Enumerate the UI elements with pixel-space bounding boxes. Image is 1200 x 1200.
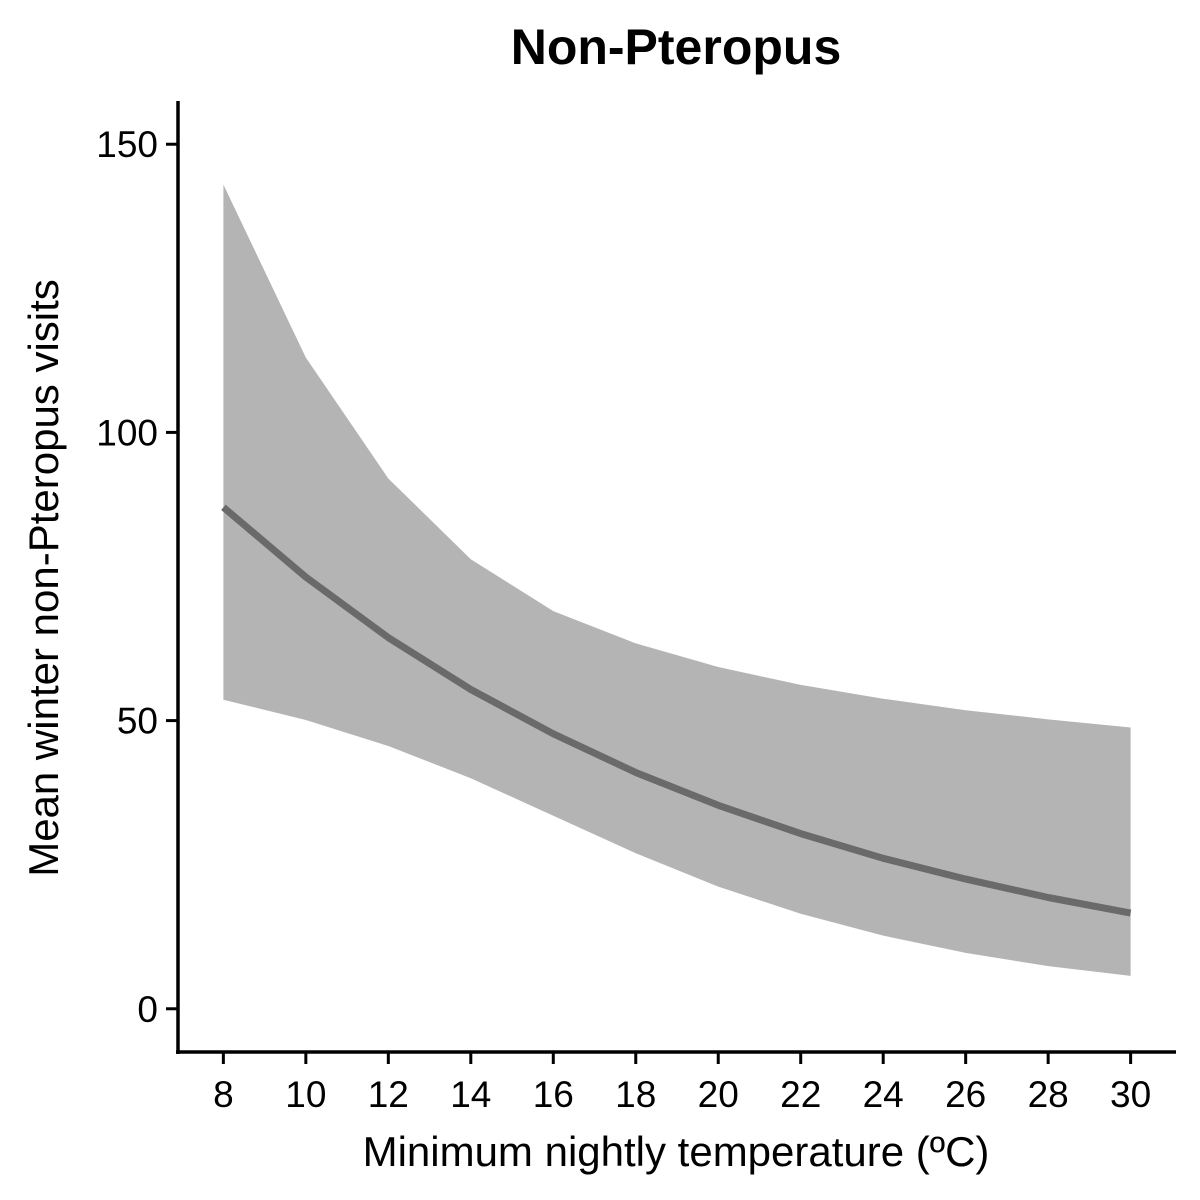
x-axis-label: Minimum nightly temperature (ºC) xyxy=(363,1128,990,1175)
x-tick-label: 26 xyxy=(945,1074,986,1115)
x-tick-label: 10 xyxy=(285,1074,326,1115)
x-tick-label: 12 xyxy=(368,1074,409,1115)
y-tick-label: 0 xyxy=(137,989,158,1030)
x-tick-label: 16 xyxy=(533,1074,574,1115)
chart-title: Non-Pteropus xyxy=(511,19,842,75)
x-tick-label: 18 xyxy=(615,1074,656,1115)
x-tick-label: 8 xyxy=(213,1074,234,1115)
x-axis-ticks: 8 10 12 14 16 18 20 22 24 26 28 30 xyxy=(213,1052,1151,1115)
y-tick-label: 150 xyxy=(96,124,158,165)
x-tick-label: 14 xyxy=(450,1074,491,1115)
fitted-line xyxy=(221,504,1132,917)
x-tick-label: 24 xyxy=(863,1074,904,1115)
y-axis-ticks: 0 50 100 150 xyxy=(96,124,178,1030)
x-tick-label: 20 xyxy=(698,1074,739,1115)
y-axis-label: Mean winter non-Pteropus visits xyxy=(20,279,67,877)
plot-area xyxy=(221,184,1132,976)
x-tick-label: 30 xyxy=(1110,1074,1151,1115)
y-tick-label: 100 xyxy=(96,412,158,453)
x-tick-label: 28 xyxy=(1028,1074,1069,1115)
confidence-band xyxy=(223,184,1131,976)
x-tick-label: 22 xyxy=(780,1074,821,1115)
y-tick-label: 50 xyxy=(117,701,158,742)
